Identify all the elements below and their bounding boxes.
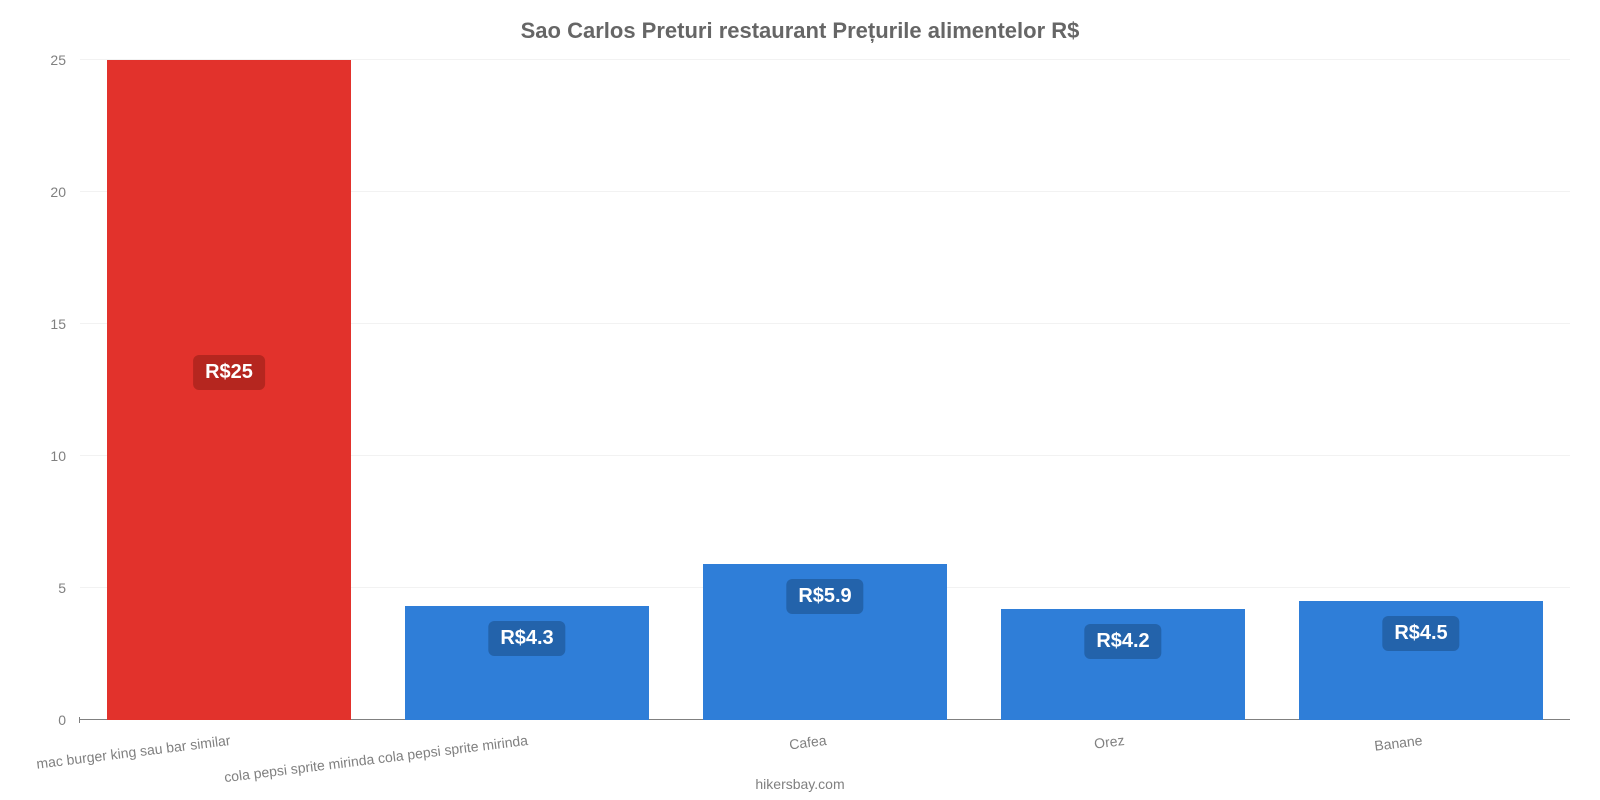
attribution: hikersbay.com bbox=[0, 776, 1600, 792]
y-tick-label: 0 bbox=[58, 712, 66, 728]
x-tick-label: Cafea bbox=[788, 732, 827, 752]
value-badge: R$4.3 bbox=[488, 621, 565, 656]
chart-container: Sao Carlos Preturi restaurant Prețurile … bbox=[0, 0, 1600, 800]
plot-area: 0510152025R$25mac burger king sau bar si… bbox=[80, 60, 1570, 720]
chart-title-text: Sao Carlos Preturi restaurant Prețurile … bbox=[521, 18, 1080, 43]
y-tick-label: 10 bbox=[50, 448, 66, 464]
y-tick-label: 25 bbox=[50, 52, 66, 68]
y-tick-label: 15 bbox=[50, 316, 66, 332]
x-tick-label: Orez bbox=[1093, 732, 1125, 752]
attribution-text: hikersbay.com bbox=[755, 776, 844, 792]
x-tick-label: mac burger king sau bar similar bbox=[35, 732, 231, 772]
value-badge: R$4.5 bbox=[1382, 616, 1459, 651]
value-badge: R$5.9 bbox=[786, 579, 863, 614]
y-tick-label: 5 bbox=[58, 580, 66, 596]
x-tick-label: Banane bbox=[1373, 732, 1423, 754]
value-badge: R$25 bbox=[193, 355, 265, 390]
bar bbox=[107, 60, 351, 720]
y-tick-label: 20 bbox=[50, 184, 66, 200]
value-badge: R$4.2 bbox=[1084, 624, 1161, 659]
y-axis-tick-origin bbox=[79, 717, 80, 723]
chart-title: Sao Carlos Preturi restaurant Prețurile … bbox=[0, 18, 1600, 44]
